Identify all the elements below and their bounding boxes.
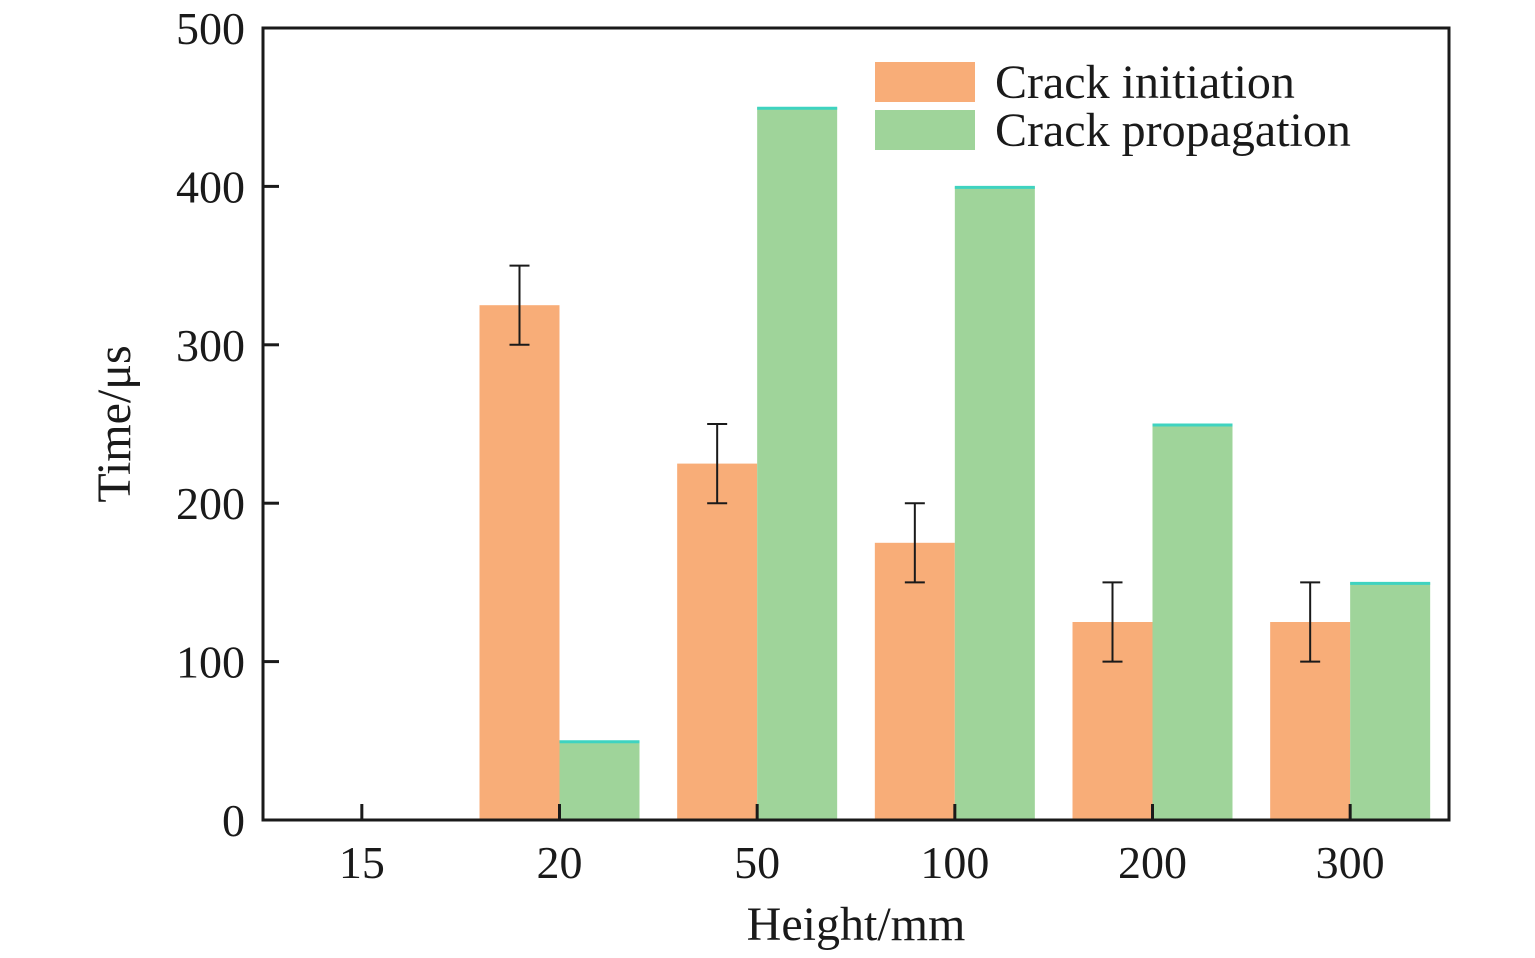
bar-crack-propagation-200 xyxy=(1152,424,1233,820)
legend-swatch-crack-initiation xyxy=(875,62,975,102)
error-bar-100 xyxy=(904,502,925,584)
bar-crack-initiation-20 xyxy=(479,305,560,820)
x-axis-label: Height/mm xyxy=(747,898,966,951)
bar-crack-propagation-50 xyxy=(757,107,838,820)
y-tick-label: 300 xyxy=(176,320,245,371)
error-bar-50 xyxy=(707,423,728,505)
x-tick-label: 15 xyxy=(339,837,385,888)
legend-swatch-crack-propagation xyxy=(875,110,975,150)
error-bar-200 xyxy=(1102,581,1123,663)
bar-crack-initiation-50 xyxy=(677,463,758,820)
error-bars-layer xyxy=(509,264,1321,663)
y-axis-ticks: 0 100 200 300 400 500 xyxy=(176,3,279,846)
x-tick-label: 50 xyxy=(734,837,780,888)
plot-area-frame xyxy=(261,26,1451,822)
x-axis-ticks: 15 20 50 100 200 300 xyxy=(339,804,1385,888)
bar-crack-propagation-20 xyxy=(559,740,640,820)
y-tick-label: 400 xyxy=(176,161,245,212)
error-bar-300 xyxy=(1300,581,1321,663)
bar-crack-propagation-100 xyxy=(954,186,1035,820)
bars-layer xyxy=(479,106,1431,820)
y-tick-label: 0 xyxy=(222,795,245,846)
y-axis-label: Time/μs xyxy=(88,345,141,502)
y-tick-label: 200 xyxy=(176,478,245,529)
x-tick-label: 20 xyxy=(537,837,583,888)
error-bar-20 xyxy=(509,264,530,346)
legend-label-crack-initiation: Crack initiation xyxy=(995,56,1295,109)
bar-crack-propagation-300 xyxy=(1350,582,1431,820)
legend-label-crack-propagation: Crack propagation xyxy=(995,104,1351,157)
y-tick-label: 100 xyxy=(176,637,245,688)
x-tick-label: 300 xyxy=(1316,837,1385,888)
x-tick-label: 100 xyxy=(920,837,989,888)
bar-crack-initiation-100 xyxy=(874,542,955,820)
y-tick-label: 500 xyxy=(176,3,245,54)
x-tick-label: 200 xyxy=(1118,837,1187,888)
